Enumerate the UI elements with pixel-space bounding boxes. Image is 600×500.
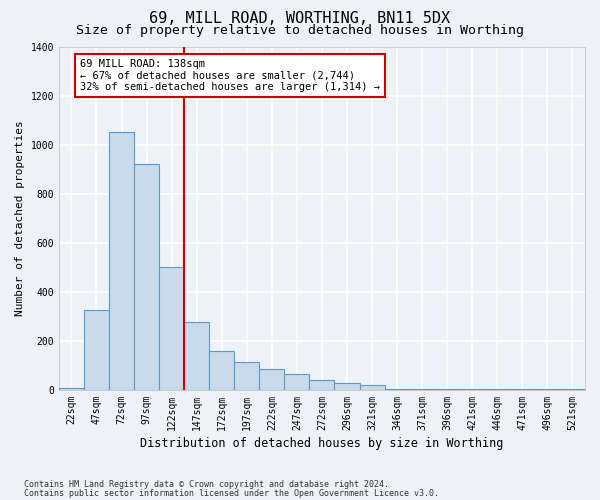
Bar	[310, 380, 334, 390]
Bar	[385, 388, 410, 390]
Bar	[259, 369, 284, 390]
Bar	[334, 382, 359, 390]
Bar	[359, 385, 385, 390]
Text: 69, MILL ROAD, WORTHING, BN11 5DX: 69, MILL ROAD, WORTHING, BN11 5DX	[149, 11, 451, 26]
Bar	[84, 310, 109, 390]
Bar	[184, 322, 209, 390]
Bar	[284, 374, 310, 390]
Bar	[109, 132, 134, 390]
Text: Size of property relative to detached houses in Worthing: Size of property relative to detached ho…	[76, 24, 524, 37]
X-axis label: Distribution of detached houses by size in Worthing: Distribution of detached houses by size …	[140, 437, 503, 450]
Bar	[134, 164, 159, 390]
Bar	[535, 388, 560, 390]
Bar	[159, 268, 184, 390]
Bar	[460, 388, 485, 390]
Text: 69 MILL ROAD: 138sqm
← 67% of detached houses are smaller (2,744)
32% of semi-de: 69 MILL ROAD: 138sqm ← 67% of detached h…	[80, 59, 380, 92]
Bar	[510, 388, 535, 390]
Y-axis label: Number of detached properties: Number of detached properties	[15, 120, 25, 316]
Bar	[209, 350, 234, 390]
Bar	[560, 388, 585, 390]
Text: Contains public sector information licensed under the Open Government Licence v3: Contains public sector information licen…	[24, 488, 439, 498]
Bar	[234, 362, 259, 390]
Bar	[434, 388, 460, 390]
Bar	[410, 388, 434, 390]
Bar	[485, 388, 510, 390]
Text: Contains HM Land Registry data © Crown copyright and database right 2024.: Contains HM Land Registry data © Crown c…	[24, 480, 389, 489]
Bar	[59, 388, 84, 390]
